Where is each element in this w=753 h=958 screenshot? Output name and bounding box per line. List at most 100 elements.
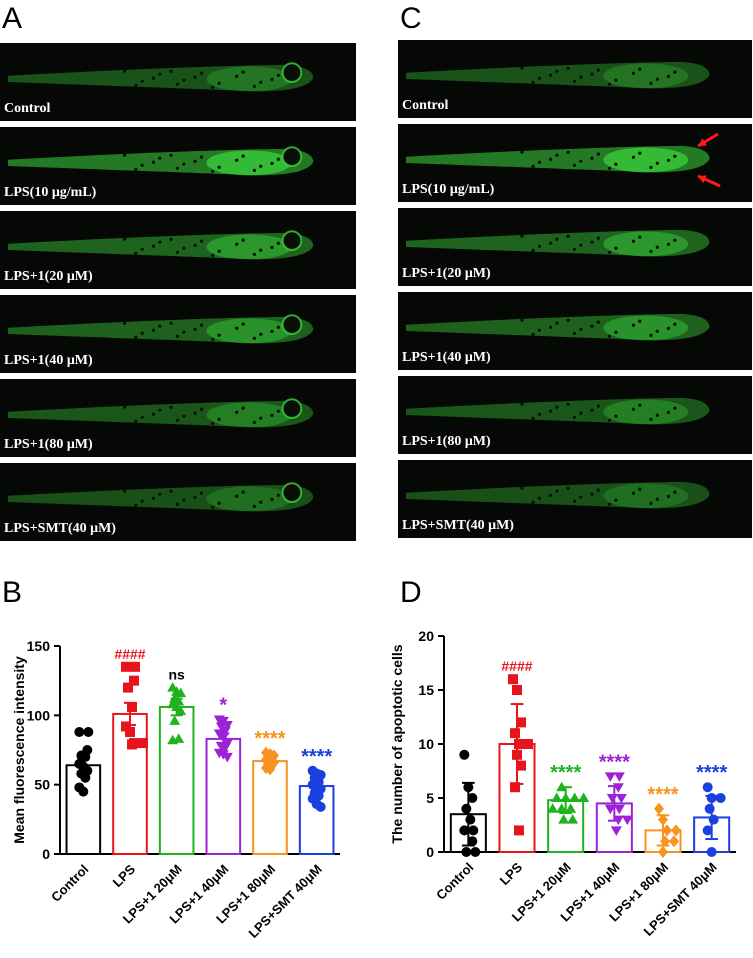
fluorescence-panel-label: LPS(10 μg/mL) (4, 185, 97, 200)
significance-label: **** (696, 762, 727, 784)
data-point (80, 751, 91, 762)
fluorescence-panel-label: LPS+1(20 μM) (402, 266, 491, 281)
data-point (567, 814, 579, 824)
panel-letter-d: D (400, 576, 422, 609)
data-point (708, 814, 719, 825)
fluorescence-panel: LPS(10 μg/mL) (398, 124, 752, 202)
data-point (604, 804, 616, 815)
data-point (615, 794, 627, 804)
data-point (512, 749, 522, 760)
data-point (512, 685, 522, 695)
zebrafish-larva-image (406, 397, 710, 425)
panel-letter-b: B (2, 576, 23, 609)
data-point (125, 726, 135, 737)
data-point (80, 772, 91, 783)
y-axis-label: Mean fluorescence intensity (11, 656, 27, 844)
zebrafish-larva-image (8, 314, 314, 344)
data-point (565, 803, 577, 813)
zebrafish-larva-image (406, 61, 710, 89)
data-point (315, 801, 326, 812)
data-point (265, 763, 275, 776)
data-point (621, 815, 633, 826)
data-point (662, 824, 672, 837)
data-point (127, 702, 137, 713)
data-point (706, 793, 717, 803)
significance-label: #### (501, 658, 532, 674)
fluorescence-panel: LPS(10 μg/mL) (0, 127, 356, 205)
fluorescence-panel-label: LPS(10 μg/mL) (402, 182, 495, 197)
data-point (671, 824, 681, 837)
significance-label: **** (599, 751, 630, 773)
fluorescence-panel: LPS+1(20 μM) (0, 211, 356, 289)
data-point (612, 815, 624, 826)
data-point (508, 674, 518, 685)
significance-label: #### (114, 646, 145, 662)
data-point (606, 794, 618, 804)
panel-letter-a: A (2, 2, 23, 35)
fluorescence-panel: LPS+1(40 μM) (0, 295, 356, 373)
significance-label: **** (301, 746, 332, 768)
data-point (510, 782, 520, 793)
zebrafish-larva-image (8, 482, 314, 512)
fluorescence-panel-label: LPS+1(80 μM) (4, 437, 93, 452)
fluorescence-panel: LPS+1(40 μM) (398, 292, 752, 370)
zebrafish-larva-image (406, 481, 710, 509)
data-point (514, 825, 524, 836)
fluorescence-panel-label: LPS+SMT(40 μM) (402, 518, 514, 533)
fluorescence-panel: Control (398, 40, 752, 118)
data-point (523, 739, 533, 749)
y-tick-label: 10 (418, 736, 434, 752)
zebrafish-larva-image (8, 398, 314, 428)
data-point (169, 715, 181, 725)
data-point (74, 726, 85, 737)
significance-label: **** (647, 784, 678, 806)
data-point (569, 792, 581, 802)
y-tick-label: 0 (426, 844, 434, 860)
data-point (221, 752, 233, 763)
y-tick-label: 0 (42, 846, 50, 862)
data-point (578, 792, 590, 802)
significance-label: **** (254, 728, 285, 750)
y-tick-label: 50 (34, 777, 50, 793)
y-tick-label: 5 (426, 790, 434, 806)
category-label: LPS (110, 861, 139, 890)
fluorescence-panel-label: Control (4, 101, 51, 116)
data-point (612, 783, 624, 793)
data-point (704, 803, 715, 814)
category-label: Control (48, 862, 91, 905)
fluorescence-panel-label: Control (402, 98, 449, 113)
data-point (219, 726, 231, 737)
data-point (459, 825, 470, 836)
data-point (78, 786, 89, 797)
data-point (558, 814, 570, 824)
significance-label: **** (550, 762, 581, 784)
fluorescence-panel: Control (0, 43, 356, 121)
y-tick-label: 15 (418, 682, 434, 698)
y-axis-label: The number of apoptotic cells (389, 644, 405, 843)
data-point (130, 661, 140, 672)
zebrafish-larva-image (406, 132, 721, 188)
y-tick-label: 20 (418, 628, 434, 644)
zebrafish-larva-image (406, 313, 710, 341)
significance-label: ns (168, 667, 185, 683)
data-point (706, 847, 717, 857)
data-point (219, 743, 231, 753)
data-point (658, 813, 668, 826)
red-arrow-head (698, 138, 707, 146)
data-point (83, 726, 94, 737)
data-point (467, 836, 478, 847)
data-point (702, 782, 713, 793)
data-point (121, 661, 131, 672)
data-point (516, 717, 526, 728)
data-point (217, 733, 229, 744)
fluorescence-panel: LPS+1(80 μM) (0, 379, 356, 457)
data-point (461, 803, 472, 814)
data-point (138, 738, 148, 749)
zebrafish-larva-image (8, 146, 314, 176)
y-tick-label: 150 (27, 638, 51, 654)
data-point (660, 835, 670, 848)
fluorescence-panel-label: LPS+1(40 μM) (4, 353, 93, 368)
bar (158, 706, 195, 855)
fluorescence-panel-label: LPS+SMT(40 μM) (4, 521, 116, 536)
